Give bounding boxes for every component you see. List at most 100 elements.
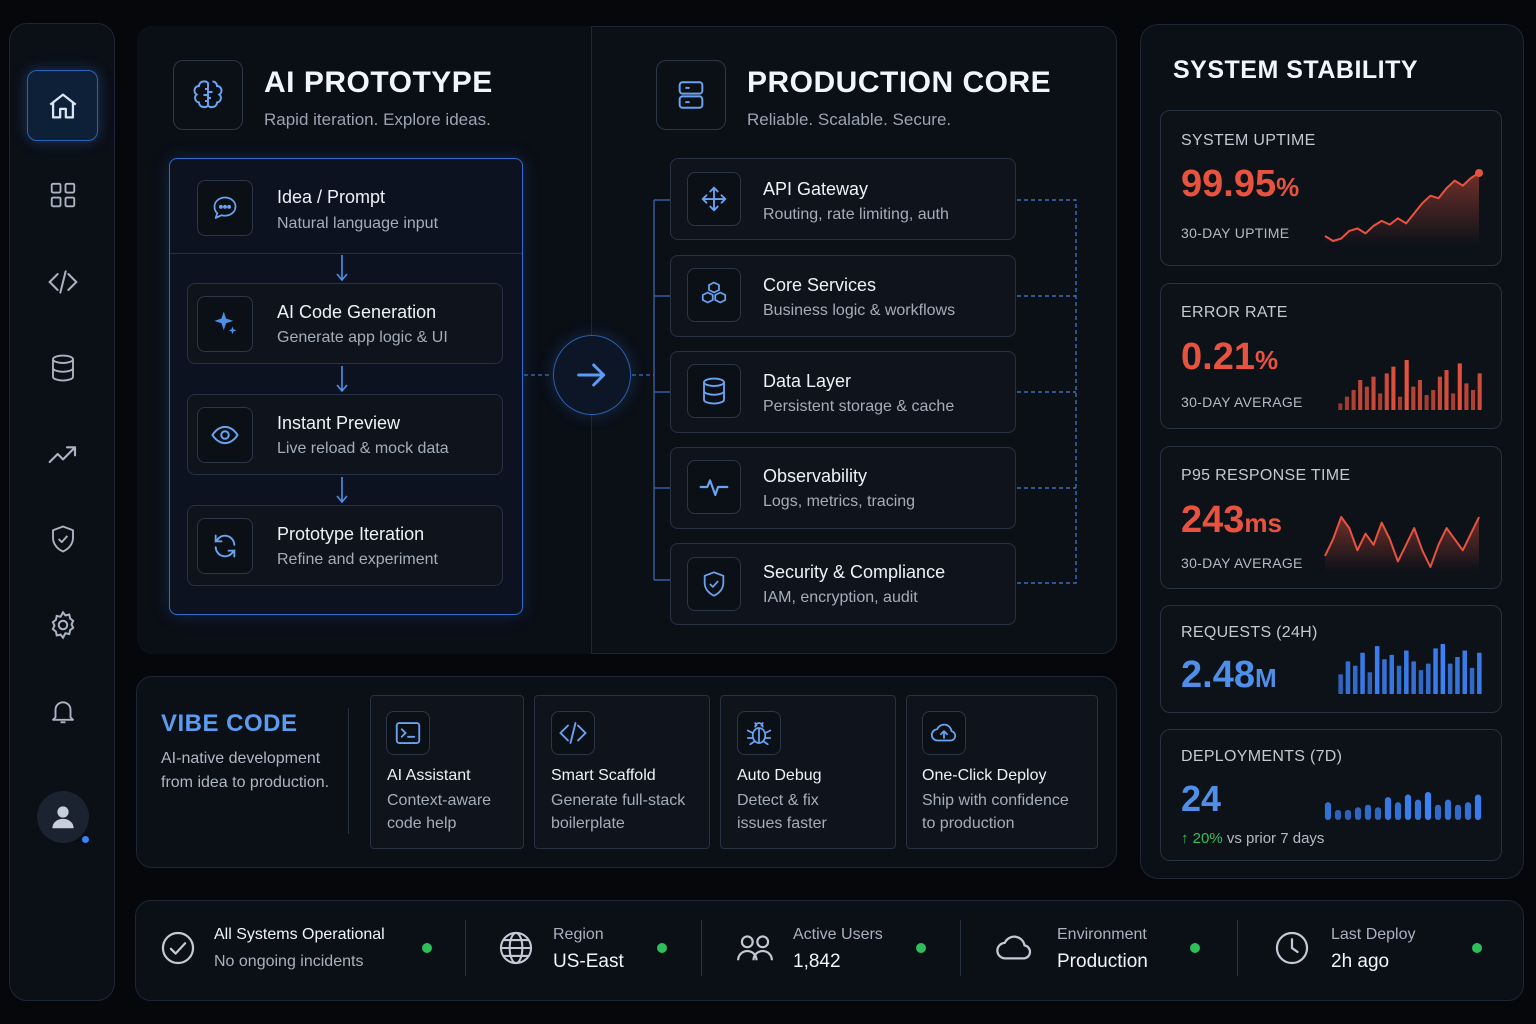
last-deploy-label: Last Deploy <box>1331 926 1416 943</box>
layer-title: Observability <box>763 466 868 486</box>
layer-title: Core Services <box>763 275 877 295</box>
error-rate-bar <box>1431 390 1436 410</box>
feature-desc-line-1: Generate full-stack <box>551 792 686 809</box>
error-rate-bar <box>1384 373 1389 410</box>
step-desc: Generate app logic & UI <box>277 329 448 346</box>
deployments-bar <box>1444 799 1452 820</box>
error-rate-bar <box>1411 386 1416 410</box>
sidebar-item-home[interactable] <box>27 70 98 141</box>
arrow-right-icon <box>577 363 606 387</box>
avatar[interactable] <box>37 791 91 845</box>
step-desc: Live reload & mock data <box>277 440 449 457</box>
deployments-bar <box>1354 807 1362 820</box>
requests-bar <box>1440 644 1446 694</box>
sidebar-item-security[interactable] <box>36 512 90 566</box>
requests-bar <box>1389 654 1395 694</box>
feature-title: One-Click Deploy <box>922 767 1047 784</box>
layer-desc: Routing, rate limiting, auth <box>763 206 949 223</box>
vibe-divider <box>348 708 349 834</box>
production-icon-box <box>656 60 726 130</box>
metric-unit: % <box>1254 345 1279 375</box>
error-rate-bar <box>1437 376 1442 410</box>
deployments-bar <box>1384 797 1392 820</box>
feature-desc-line-2: issues faster <box>737 815 827 832</box>
metric-card-p95[interactable]: P95 RESPONSE TIME 243ms 30-DAY AVERAGE <box>1160 446 1502 589</box>
status-dot <box>1190 943 1200 953</box>
production-subtitle: Reliable. Scalable. Secure. <box>747 110 952 129</box>
metric-card-deployments[interactable]: DEPLOYMENTS (7D) 24 ↑ 20% vs prior 7 day… <box>1160 729 1502 861</box>
requests-bar <box>1433 648 1438 694</box>
uptime-endpoint <box>1475 169 1483 177</box>
online-indicator <box>80 834 91 845</box>
change-suffix: vs prior 7 days <box>1226 830 1325 847</box>
metric-value: 24 <box>1181 778 1221 820</box>
metric-label: REQUESTS (24H) <box>1181 624 1318 641</box>
error-rate-bar <box>1351 390 1356 410</box>
home-icon <box>49 93 76 118</box>
metric-card-uptime[interactable]: SYSTEM UPTIME 99.95% 30-DAY UPTIME <box>1160 110 1502 266</box>
flow-arrow <box>336 255 348 282</box>
requests-bar <box>1462 650 1468 694</box>
feature-icon-box <box>386 711 430 755</box>
cloud-icon <box>996 935 1032 960</box>
metric-card-requests[interactable]: REQUESTS (24H) 2.48M <box>1160 605 1502 713</box>
shield-icon <box>703 571 725 597</box>
metric-card-error-rate[interactable]: ERROR RATE 0.21% 30-DAY AVERAGE <box>1160 283 1502 429</box>
status-dot <box>1472 943 1482 953</box>
users-icon <box>737 935 773 961</box>
layer-icon-box <box>687 460 741 514</box>
sidebar-item-apps[interactable] <box>36 168 90 222</box>
metric-value: 99.95% <box>1181 163 1299 206</box>
server-icon <box>678 81 704 109</box>
error-rate-bars <box>1338 360 1482 410</box>
metric-label: ERROR RATE <box>1181 304 1288 321</box>
layer-title: Security & Compliance <box>763 562 946 582</box>
metric-number: 24 <box>1181 778 1222 819</box>
metric-label: P95 RESPONSE TIME <box>1181 467 1351 484</box>
trending-icon <box>48 446 77 464</box>
error-rate-bar <box>1364 386 1369 410</box>
cubes-icon <box>701 281 727 304</box>
region-value: US-East <box>553 951 624 972</box>
error-rate-bar <box>1470 390 1476 410</box>
sidebar-item-code[interactable] <box>36 255 90 309</box>
status-bar <box>135 900 1524 1001</box>
error-rate-bar <box>1391 366 1396 410</box>
requests-bars <box>1338 644 1482 694</box>
terminal-icon <box>395 722 421 744</box>
transition-arrow-button[interactable] <box>553 335 631 415</box>
status-divider <box>465 920 466 976</box>
error-rate-bar <box>1371 376 1376 410</box>
error-rate-bar <box>1404 360 1409 410</box>
feature-title: Auto Debug <box>737 767 822 784</box>
metric-label: SYSTEM UPTIME <box>1181 132 1316 149</box>
requests-bar <box>1352 665 1358 694</box>
error-rate-bar <box>1457 363 1462 410</box>
users-icon-wrap <box>735 929 775 972</box>
sidebar-item-settings[interactable] <box>36 598 90 652</box>
users-value: 1,842 <box>793 951 841 972</box>
status-divider <box>701 920 702 976</box>
deployments-bar <box>1414 799 1422 820</box>
database-icon <box>52 354 74 382</box>
user-icon <box>52 806 74 829</box>
step-icon-box <box>197 180 253 236</box>
sidebar-item-analytics[interactable] <box>36 427 90 481</box>
brain-icon <box>193 80 223 109</box>
code-icon <box>559 722 587 744</box>
metric-sub: 30-DAY AVERAGE <box>1181 555 1303 571</box>
p95-line <box>1324 516 1480 568</box>
step-icon-box <box>197 407 253 463</box>
metric-unit: % <box>1276 172 1300 202</box>
bug-icon <box>746 722 772 746</box>
layer-desc: Business logic & workflows <box>763 302 956 319</box>
sidebar-item-database[interactable] <box>36 341 90 395</box>
prototype-subtitle: Rapid iteration. Explore ideas. <box>264 110 491 129</box>
error-rate-bar <box>1417 380 1423 410</box>
sidebar-item-notifications[interactable] <box>36 684 90 738</box>
step-title: Prototype Iteration <box>277 524 425 544</box>
vibe-desc-line-1: AI-native development <box>161 750 321 767</box>
globe-icon-wrap <box>497 929 535 972</box>
status-overall-title: All Systems Operational <box>214 926 385 943</box>
feature-icon-box <box>737 711 781 755</box>
